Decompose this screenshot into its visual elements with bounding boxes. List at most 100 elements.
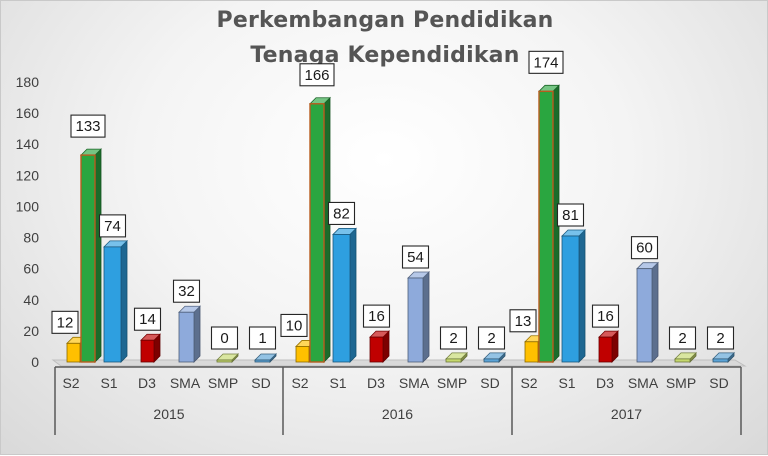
- data-label: 10: [280, 313, 308, 337]
- data-label-box: [668, 326, 697, 350]
- bar-front: [103, 246, 122, 363]
- x-category-label: SD: [709, 375, 728, 391]
- bars: [66, 84, 735, 363]
- data-label-box: [133, 307, 162, 331]
- data-label-text: 2: [716, 330, 724, 347]
- bar: [483, 351, 506, 363]
- data-label-box: [528, 50, 564, 74]
- bar: [309, 96, 331, 363]
- data-label-box: [172, 279, 201, 303]
- data-label-box: [591, 304, 620, 328]
- y-tick-label: 20: [23, 323, 39, 339]
- bar: [103, 239, 128, 363]
- x-category-label: D3: [596, 375, 614, 391]
- x-category-label: SMA: [170, 375, 201, 391]
- x-category-label: D3: [138, 375, 156, 391]
- y-tick-label: 100: [16, 198, 40, 214]
- y-tick-label: 80: [23, 230, 39, 246]
- data-label-text: 54: [407, 249, 424, 266]
- x-category-label: SD: [251, 375, 270, 391]
- bar: [140, 333, 161, 363]
- bar-front: [309, 103, 325, 363]
- bar-front: [295, 346, 310, 363]
- bar: [712, 351, 735, 363]
- x-category-label: S1: [329, 375, 346, 391]
- bar-front: [524, 341, 539, 363]
- x-group-label: 2017: [611, 406, 642, 422]
- data-label-text: 0: [220, 330, 228, 347]
- data-label-box: [706, 326, 735, 350]
- data-label-box: [248, 326, 277, 350]
- bar: [598, 330, 619, 363]
- data-label: 74: [98, 214, 127, 238]
- bar-front: [407, 277, 424, 363]
- data-label-text: 16: [368, 308, 385, 325]
- data-label: 1: [248, 326, 277, 350]
- bar-front: [80, 154, 96, 363]
- bar-side: [94, 148, 102, 363]
- bar-front: [178, 311, 195, 363]
- bar-side: [193, 305, 201, 363]
- x-category-label: SMA: [628, 375, 659, 391]
- x-category-label: SMP: [208, 375, 238, 391]
- data-label-box: [439, 326, 468, 350]
- data-label: 133: [70, 114, 106, 138]
- data-label: 14: [133, 307, 162, 331]
- data-label-box: [556, 203, 585, 227]
- y-tick-label: 60: [23, 261, 39, 277]
- bar-front: [712, 358, 729, 363]
- data-label-box: [210, 326, 239, 350]
- bar-front: [598, 336, 613, 363]
- data-label-text: 13: [515, 313, 532, 330]
- bar-front: [254, 359, 271, 363]
- bar-front: [483, 358, 500, 363]
- data-label-box: [98, 214, 127, 238]
- bar: [332, 227, 357, 363]
- data-label-box: [327, 201, 356, 225]
- bar: [636, 261, 659, 363]
- bar: [369, 330, 390, 363]
- data-label: 82: [327, 201, 356, 225]
- x-category-label: S2: [520, 375, 537, 391]
- data-label-text: 16: [597, 308, 614, 325]
- data-label: 60: [630, 236, 659, 260]
- data-label-box: [362, 304, 391, 328]
- bar-side: [651, 261, 659, 363]
- data-label: 16: [591, 304, 620, 328]
- data-label: 81: [556, 203, 585, 227]
- data-label-text: 1: [258, 330, 266, 347]
- data-label-text: 14: [139, 311, 156, 328]
- bar: [80, 148, 102, 363]
- data-label: 2: [477, 326, 506, 350]
- data-label-text: 166: [304, 67, 329, 84]
- bar: [216, 353, 239, 363]
- bar: [538, 84, 560, 363]
- data-label-box: [70, 114, 106, 138]
- bar-front: [369, 336, 384, 363]
- bar-front: [140, 339, 155, 363]
- data-label-text: 32: [178, 283, 195, 300]
- data-label-text: 74: [104, 218, 121, 235]
- bar-front: [674, 358, 691, 363]
- data-label: 2: [439, 326, 468, 350]
- data-label-text: 12: [57, 314, 74, 331]
- bar-side: [323, 96, 331, 363]
- data-label: 16: [362, 304, 391, 328]
- bar-front: [66, 342, 81, 363]
- data-label: 54: [401, 245, 430, 269]
- bar-front: [216, 359, 233, 363]
- x-category-label: S1: [100, 375, 117, 391]
- bar-front: [561, 235, 580, 363]
- data-label: 0: [210, 326, 239, 350]
- bar-front: [332, 234, 351, 363]
- data-label: 13: [509, 309, 537, 333]
- y-tick-label: 120: [16, 167, 40, 183]
- data-label-text: 2: [487, 330, 495, 347]
- bar: [445, 351, 468, 363]
- data-label-text: 81: [562, 207, 579, 224]
- x-category-label: SMA: [399, 375, 430, 391]
- data-label-box: [51, 310, 79, 334]
- chart-title-line-2: Tenaga Kependidikan: [250, 43, 520, 68]
